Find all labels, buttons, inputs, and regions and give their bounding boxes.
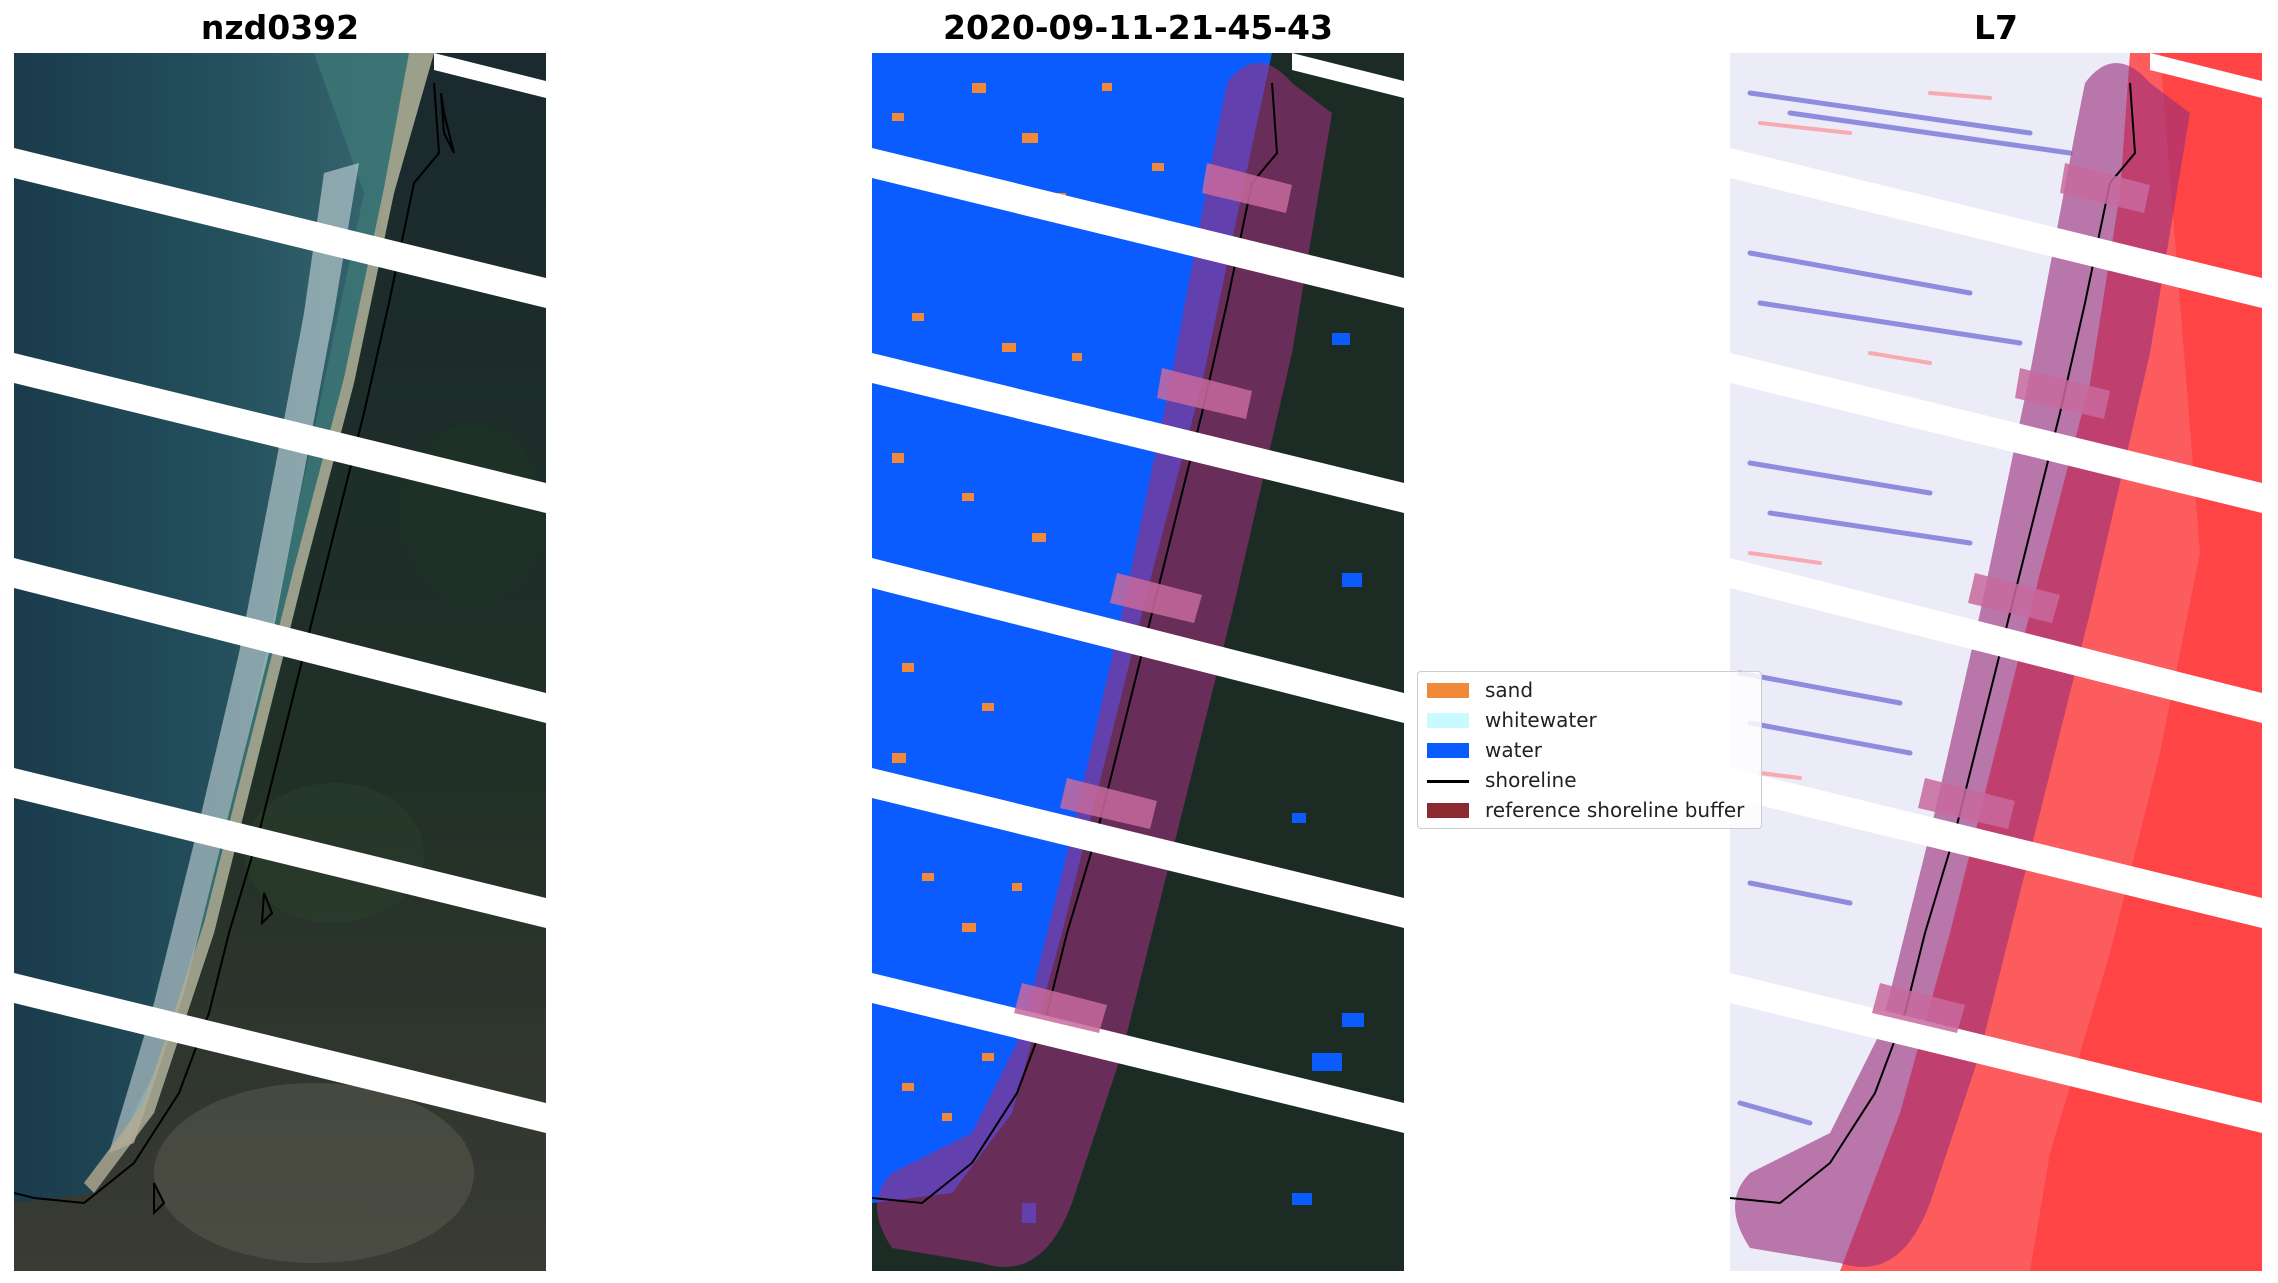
legend: sand whitewater water shoreline referenc… <box>1417 671 1762 829</box>
panel-title-classified: 2020-09-11-21-45-43 <box>943 8 1333 47</box>
buffer-swatch <box>1427 803 1469 818</box>
classified-image-panel <box>872 53 1404 1271</box>
panel-title-index: L7 <box>1974 8 2018 47</box>
shoreline-line-swatch <box>1427 780 1469 783</box>
legend-item-buffer: reference shoreline buffer <box>1418 795 1761 825</box>
water-swatch <box>1427 743 1469 758</box>
legend-item-water: water <box>1418 735 1761 765</box>
whitewater-swatch <box>1427 713 1469 728</box>
legend-label: reference shoreline buffer <box>1485 798 1745 822</box>
rgb-image-panel <box>14 53 546 1271</box>
legend-label: shoreline <box>1485 768 1577 792</box>
legend-item-sand: sand <box>1418 675 1761 705</box>
sand-swatch <box>1427 683 1469 698</box>
legend-item-whitewater: whitewater <box>1418 705 1761 735</box>
legend-label: sand <box>1485 678 1534 702</box>
legend-label: water <box>1485 738 1542 762</box>
index-image-panel <box>1730 53 2262 1271</box>
panel-title-rgb: nzd0392 <box>200 8 360 47</box>
legend-item-shoreline: shoreline <box>1418 765 1761 795</box>
legend-label: whitewater <box>1485 708 1597 732</box>
